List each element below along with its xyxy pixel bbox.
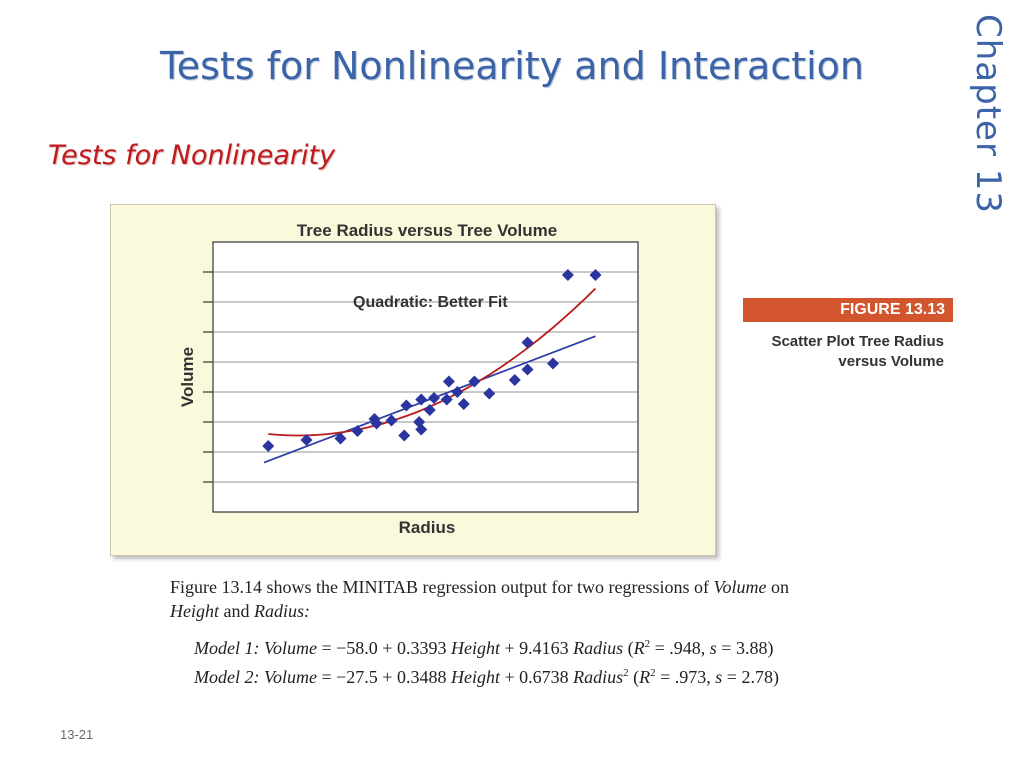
y-axis-label: Volume: [178, 347, 197, 407]
figure-caption: Scatter Plot Tree Radius versus Volume: [743, 332, 944, 372]
model-2-equation: Model 2: Volume = −27.5 + 0.3488 Height …: [194, 667, 779, 688]
data-point-8: [398, 429, 411, 442]
scatter-chart: Tree Radius versus Tree Volume Quadratic…: [178, 221, 639, 537]
data-point-21: [508, 374, 521, 386]
model-1-open: (: [623, 638, 634, 658]
data-point-22: [521, 363, 534, 376]
data-point-20: [483, 387, 496, 400]
model-1-lhs: Volume: [263, 638, 317, 658]
chart-annotation: Quadratic: Better Fit: [353, 294, 508, 311]
model-2-var2: Radius: [573, 667, 624, 687]
model-2-eq2: + 0.6738: [499, 667, 574, 687]
quadratic-fit-curve: [268, 287, 597, 437]
model-2-stats: = .973,: [655, 667, 716, 687]
data-point-19: [468, 375, 481, 388]
data-point-6: [370, 417, 383, 430]
plot-background: [212, 241, 639, 513]
body-paragraph: Figure 13.14 shows the MINITAB regressio…: [170, 575, 890, 623]
data-point-11: [415, 423, 428, 436]
chapter-label-text: Chapter 13: [968, 14, 1008, 215]
model-1-r: R: [633, 638, 645, 658]
figure-number-badge: FIGURE 13.13: [743, 298, 953, 322]
body-text-on: on: [766, 577, 789, 597]
data-point-12: [415, 393, 428, 406]
model-2-lhs: Volume: [263, 667, 317, 687]
data-point-17: [451, 386, 464, 398]
body-text-radius: Radius:: [254, 601, 310, 621]
model-1-equation: Model 1: Volume = −58.0 + 0.3393 Height …: [194, 638, 773, 659]
data-point-4: [351, 425, 364, 437]
data-point-7: [385, 414, 398, 427]
data-point-9: [400, 399, 413, 412]
body-text-1: Figure 13.14 shows the MINITAB regressio…: [170, 577, 714, 597]
model-2-r-exp: 2: [650, 667, 656, 679]
model-1-stats: = .948,: [650, 638, 710, 658]
chapter-label: Chapter 13: [968, 14, 1020, 224]
model-2-label: Model 2:: [194, 667, 260, 687]
figure-caption-line1: Scatter Plot Tree Radius: [771, 333, 944, 350]
data-point-18: [457, 398, 470, 410]
model-1-s-val: = 3.88): [716, 638, 774, 658]
model-2-r: R: [639, 667, 651, 687]
model-2-eq1: = −27.5 + 0.3488: [316, 667, 451, 687]
data-point-1: [262, 440, 275, 452]
body-text-volume: Volume: [713, 577, 767, 597]
page-number: 13-21: [60, 727, 94, 742]
data-point-25: [561, 269, 574, 281]
x-axis-label: Radius: [399, 518, 456, 537]
slide-subtitle: Tests for Nonlinearity: [48, 140, 336, 171]
body-text-height: Height: [170, 601, 219, 621]
data-point-16: [442, 375, 455, 388]
model-1-r-exp: 2: [644, 638, 651, 650]
chart-title: Tree Radius versus Tree Volume: [297, 221, 557, 240]
data-point-14: [428, 392, 440, 404]
model-2-open: (: [628, 667, 640, 687]
data-point-2: [300, 434, 313, 446]
model-2-s: s: [715, 667, 723, 687]
body-text-and: and: [219, 601, 254, 621]
chart-panel: Tree Radius versus Tree Volume Quadratic…: [110, 204, 716, 556]
model-1-eq1: = −58.0 + 0.3393: [316, 638, 451, 658]
plot-area: [203, 241, 639, 513]
model-2-var2-exp: 2: [623, 667, 629, 679]
data-point-26: [589, 269, 602, 281]
slide-title: Tests for Nonlinearity and Interaction: [159, 44, 865, 88]
data-point-13: [423, 404, 436, 416]
model-1-s: s: [709, 638, 717, 658]
model-2-s-val: = 2.78): [722, 667, 779, 687]
data-point-24: [547, 357, 559, 370]
data-point-23: [521, 336, 534, 349]
data-point-3: [334, 432, 347, 445]
model-1-label: Model 1:: [194, 638, 260, 658]
model-1-var2: Radius: [573, 638, 624, 658]
data-point-15: [440, 393, 453, 406]
figure-caption-line2: versus Volume: [838, 353, 944, 370]
model-1-var1: Height: [450, 638, 500, 658]
model-1-eq2: + 9.4163: [499, 638, 574, 658]
model-2-var1: Height: [450, 667, 500, 687]
